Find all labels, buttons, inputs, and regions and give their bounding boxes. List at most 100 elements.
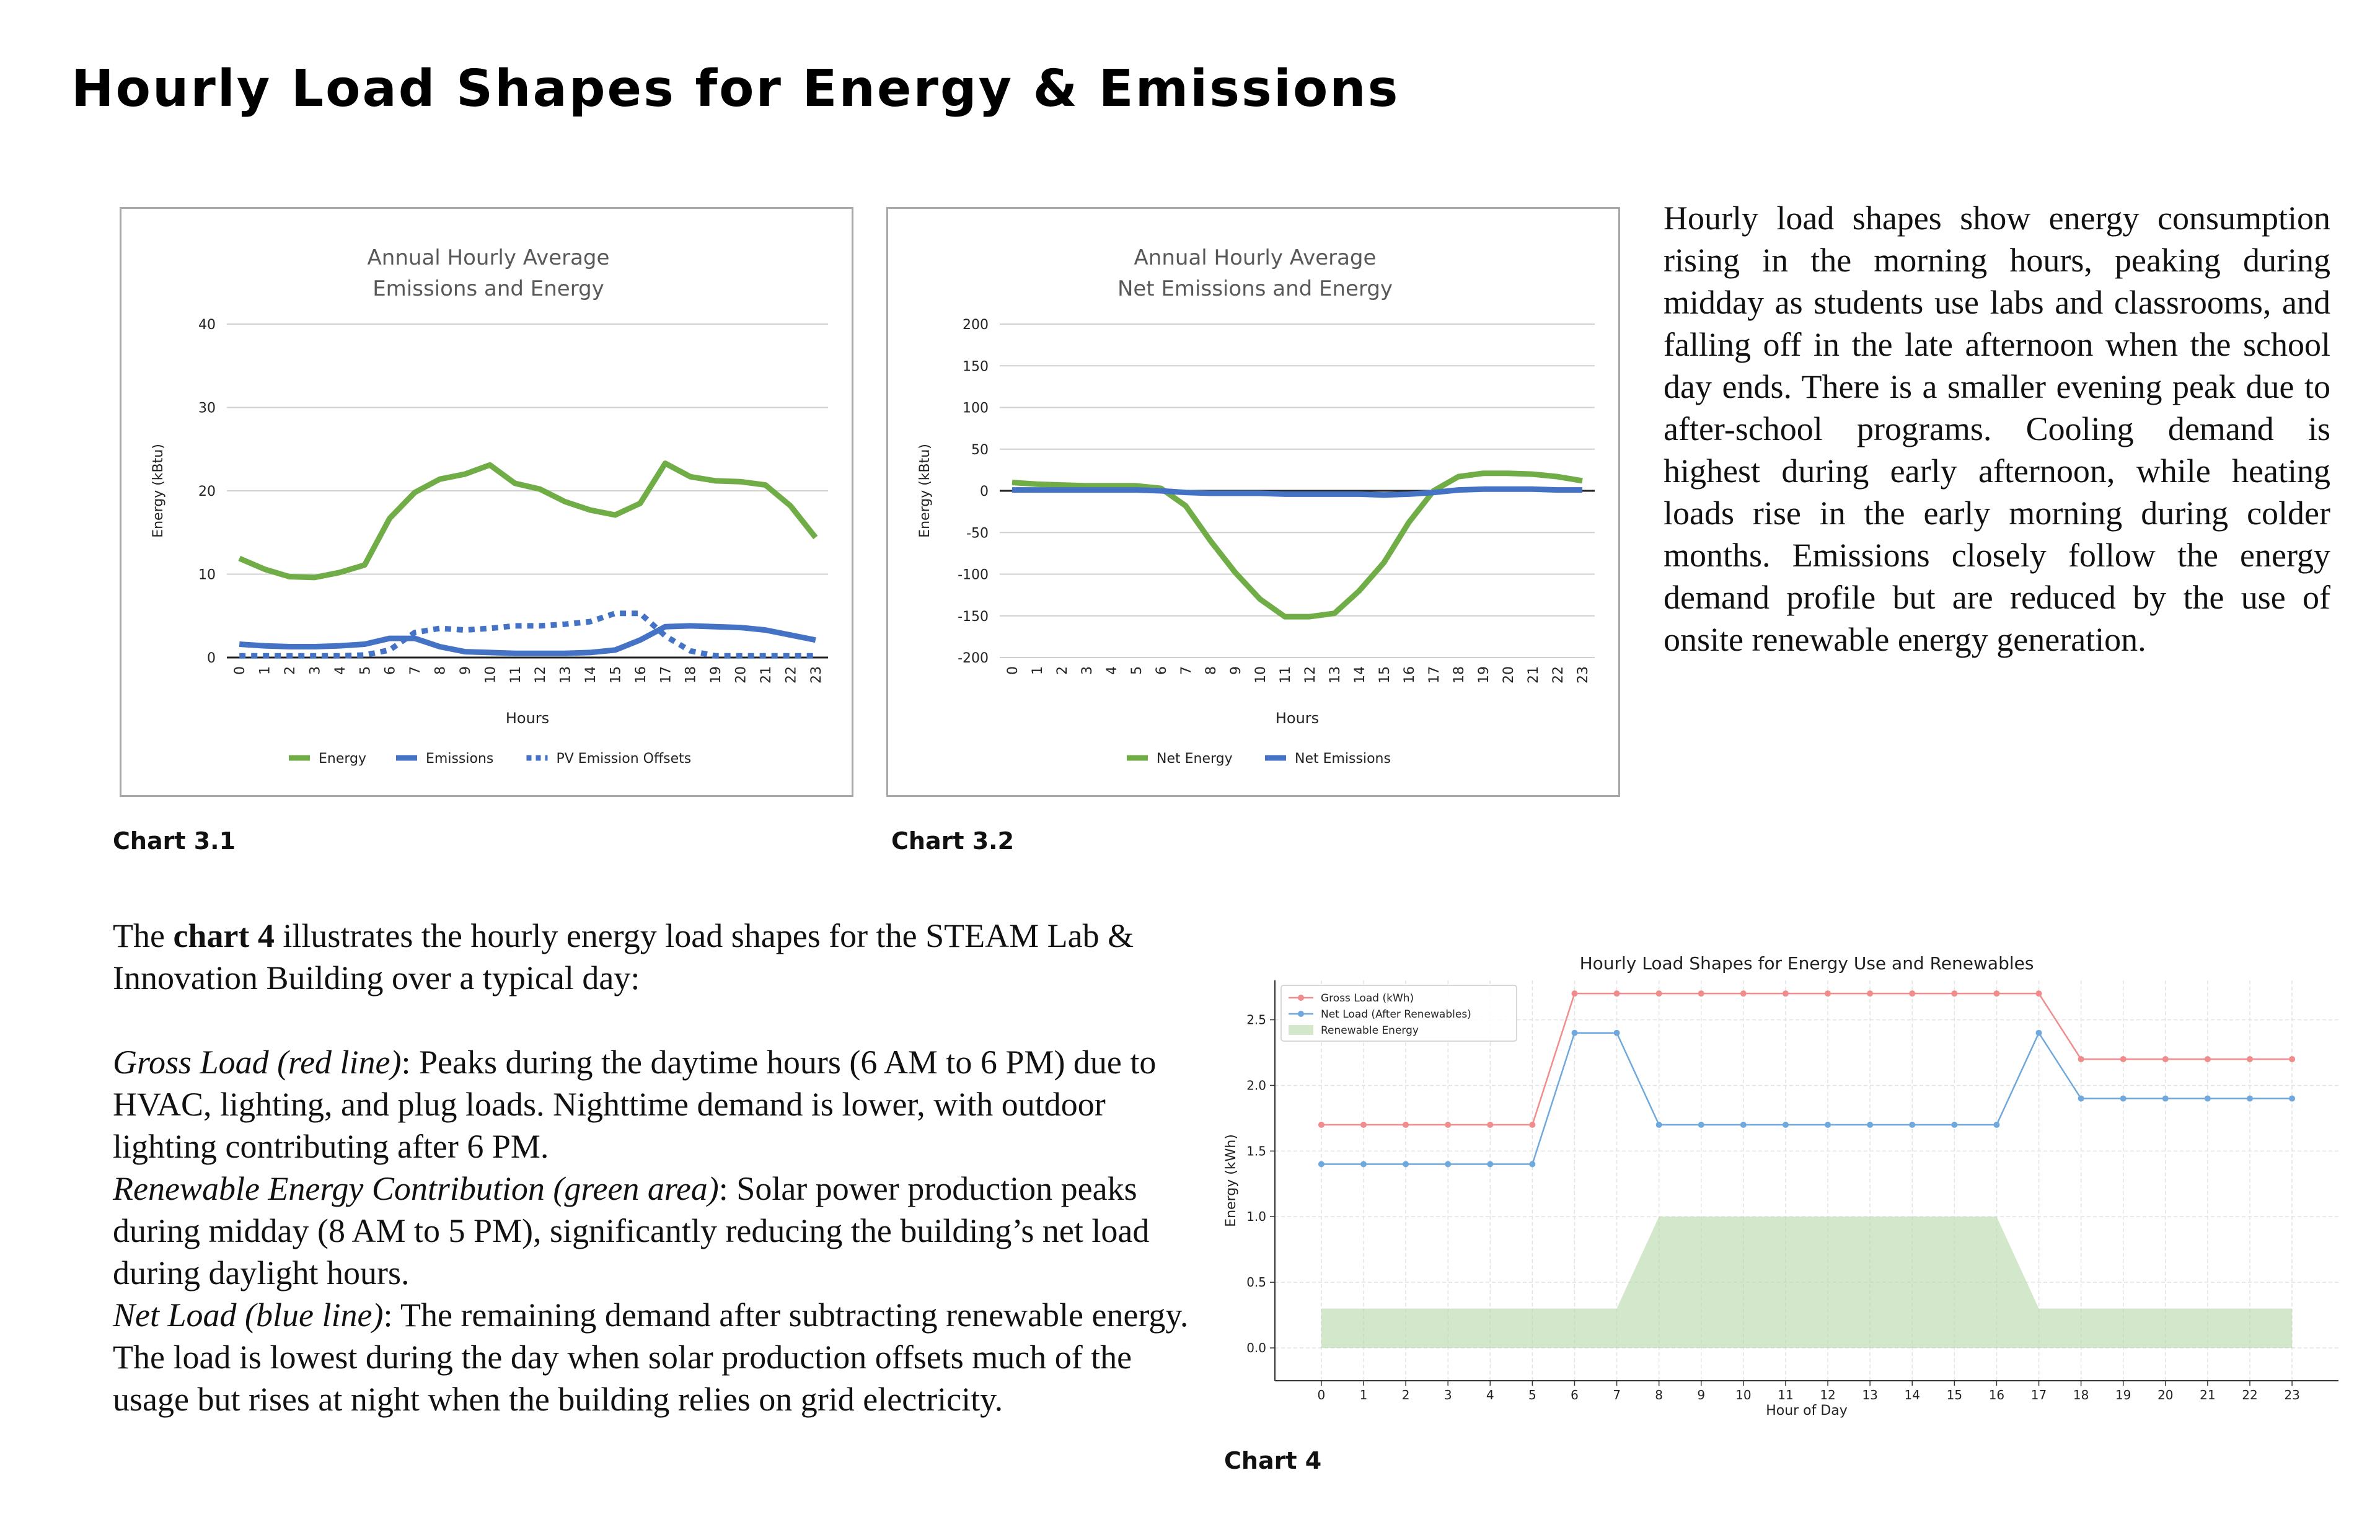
chart-title: Emissions and Energy bbox=[372, 276, 604, 301]
x-tick-label: 2 bbox=[1055, 666, 1070, 675]
y-tick-label: 2.0 bbox=[1246, 1078, 1266, 1093]
chart-title: Hourly Load Shapes for Energy Use and Re… bbox=[1580, 953, 2034, 974]
legend-label: Net Emissions bbox=[1295, 751, 1391, 767]
net-load-after-renewables-point bbox=[2035, 1029, 2042, 1036]
x-tick-label: 8 bbox=[1204, 666, 1219, 675]
x-tick-label: 3 bbox=[1080, 666, 1095, 675]
x-tick-label: 4 bbox=[1104, 666, 1120, 675]
net-load-paragraph: Net Load (blue line): The remaining dema… bbox=[113, 1294, 1204, 1420]
x-tick-label: 7 bbox=[1613, 1388, 1621, 1402]
x-tick-label: 15 bbox=[1947, 1388, 1962, 1402]
intro-text-rest: illustrates the hourly energy load shape… bbox=[113, 917, 1134, 997]
gross-load-kwh-point bbox=[2035, 990, 2042, 997]
chart-title: Net Emissions and Energy bbox=[1117, 276, 1393, 301]
x-tick-label: 19 bbox=[2115, 1388, 2131, 1402]
legend-label: Gross Load (kWh) bbox=[1321, 992, 1414, 1005]
x-tick-label: 10 bbox=[1253, 666, 1269, 684]
gross-load-kwh-point bbox=[2162, 1056, 2169, 1063]
x-tick-label: 19 bbox=[708, 666, 724, 684]
gross-load-kwh-point bbox=[1445, 1121, 1452, 1128]
gross-load-text: : Peaks during the daytime hours (6 AM t… bbox=[113, 1044, 1157, 1165]
gross-load-kwh-point bbox=[1740, 990, 1747, 997]
net-load-after-renewables-point bbox=[1867, 1121, 1874, 1128]
x-tick-label: 17 bbox=[1427, 666, 1442, 684]
x-tick-label: 21 bbox=[759, 666, 774, 684]
x-tick-label: 12 bbox=[1820, 1388, 1835, 1402]
x-tick-label: 11 bbox=[1778, 1388, 1793, 1402]
y-tick-label: 10 bbox=[198, 568, 216, 583]
x-tick-label: 23 bbox=[809, 666, 824, 684]
x-tick-label: 1 bbox=[1360, 1388, 1368, 1402]
x-tick-label: 15 bbox=[608, 666, 624, 684]
page-title: Hourly Load Shapes for Energy & Emission… bbox=[71, 59, 1400, 118]
x-tick-label: 23 bbox=[1576, 666, 1591, 684]
x-tick-label: 17 bbox=[658, 666, 674, 684]
x-tick-label: 16 bbox=[633, 666, 649, 684]
y-tick-label: 0.0 bbox=[1246, 1340, 1266, 1355]
y-tick-label: -50 bbox=[966, 526, 989, 541]
legend-label: Net Energy bbox=[1157, 751, 1233, 767]
y-tick-label: -100 bbox=[958, 568, 989, 583]
gross-load-kwh-point bbox=[2289, 1056, 2296, 1063]
x-tick-label: 10 bbox=[1735, 1388, 1751, 1402]
legend-label: Emissions bbox=[426, 751, 493, 767]
x-tick-label: 14 bbox=[1352, 666, 1368, 684]
x-tick-label: 21 bbox=[2200, 1388, 2215, 1402]
x-tick-label: 12 bbox=[533, 666, 549, 684]
y-tick-label: 0 bbox=[207, 651, 216, 666]
x-tick-label: 20 bbox=[734, 666, 749, 684]
y-axis-label: Energy (kBtu) bbox=[917, 444, 933, 538]
gross-load-kwh-point bbox=[1867, 990, 1874, 997]
net-load-after-renewables-point bbox=[2247, 1095, 2253, 1102]
x-tick-label: 2 bbox=[283, 666, 298, 675]
net-load-after-renewables-point bbox=[2289, 1095, 2296, 1102]
net-load-after-renewables-line bbox=[1321, 1031, 2293, 1165]
legend-label: Renewable Energy bbox=[1321, 1024, 1419, 1037]
x-tick-label: 18 bbox=[684, 666, 699, 684]
net-load-after-renewables-point bbox=[1571, 1029, 1578, 1036]
x-tick-label: 7 bbox=[408, 666, 423, 675]
gross-load-kwh-point bbox=[2204, 1056, 2211, 1063]
x-tick-label: 11 bbox=[508, 666, 524, 684]
x-tick-label: 19 bbox=[1476, 666, 1492, 684]
x-axis-label: Hour of Day bbox=[1766, 1403, 1848, 1419]
net-load-after-renewables-point bbox=[1360, 1161, 1367, 1168]
y-axis-label: Energy (kBtu) bbox=[151, 444, 166, 538]
gross-load-kwh-point bbox=[1360, 1121, 1367, 1128]
net-load-text: : The remaining demand after subtracting… bbox=[113, 1296, 1189, 1418]
x-tick-label: 14 bbox=[1905, 1388, 1920, 1402]
x-tick-label: 9 bbox=[1228, 666, 1244, 675]
gross-load-kwh-point bbox=[1529, 1121, 1536, 1128]
y-tick-label: 20 bbox=[198, 484, 216, 499]
y-tick-label: 1.5 bbox=[1246, 1143, 1266, 1158]
gross-load-kwh-point bbox=[2247, 1056, 2253, 1063]
net-load-after-renewables-point bbox=[1655, 1121, 1662, 1128]
net-load-after-renewables-point bbox=[2120, 1095, 2127, 1102]
legend-marker bbox=[1298, 995, 1304, 1001]
y-tick-label: 100 bbox=[963, 401, 989, 416]
y-tick-label: -150 bbox=[958, 609, 989, 625]
renewable-energy-area bbox=[1321, 1217, 2293, 1349]
summary-paragraph: Hourly load shapes show energy consumpti… bbox=[1664, 200, 2330, 658]
gross-load-kwh-point bbox=[2120, 1056, 2127, 1063]
gross-load-kwh-line bbox=[1321, 992, 2293, 1126]
gross-load-kwh-point bbox=[1655, 990, 1662, 997]
x-axis-label: Hours bbox=[506, 710, 549, 727]
renewable-label: Renewable Energy Contribution (green are… bbox=[113, 1170, 719, 1207]
gross-load-kwh-point bbox=[1782, 990, 1789, 997]
y-tick-label: 40 bbox=[198, 317, 216, 333]
x-tick-label: 13 bbox=[558, 666, 574, 684]
net-load-after-renewables-point bbox=[1909, 1121, 1916, 1128]
y-tick-label: 200 bbox=[963, 317, 989, 333]
y-tick-label: 30 bbox=[198, 401, 216, 416]
x-tick-label: 17 bbox=[2031, 1388, 2047, 1402]
x-tick-label: 0 bbox=[1005, 666, 1021, 675]
legend-swatch bbox=[1289, 1025, 1313, 1035]
gross-load-kwh-point bbox=[1613, 990, 1620, 997]
x-tick-label: 5 bbox=[1528, 1388, 1536, 1402]
gross-load-kwh-point bbox=[1318, 1121, 1324, 1128]
gross-load-kwh-point bbox=[1993, 990, 2000, 997]
x-tick-label: 7 bbox=[1179, 666, 1194, 675]
gross-load-kwh-point bbox=[1951, 990, 1958, 997]
x-tick-label: 22 bbox=[783, 666, 799, 684]
